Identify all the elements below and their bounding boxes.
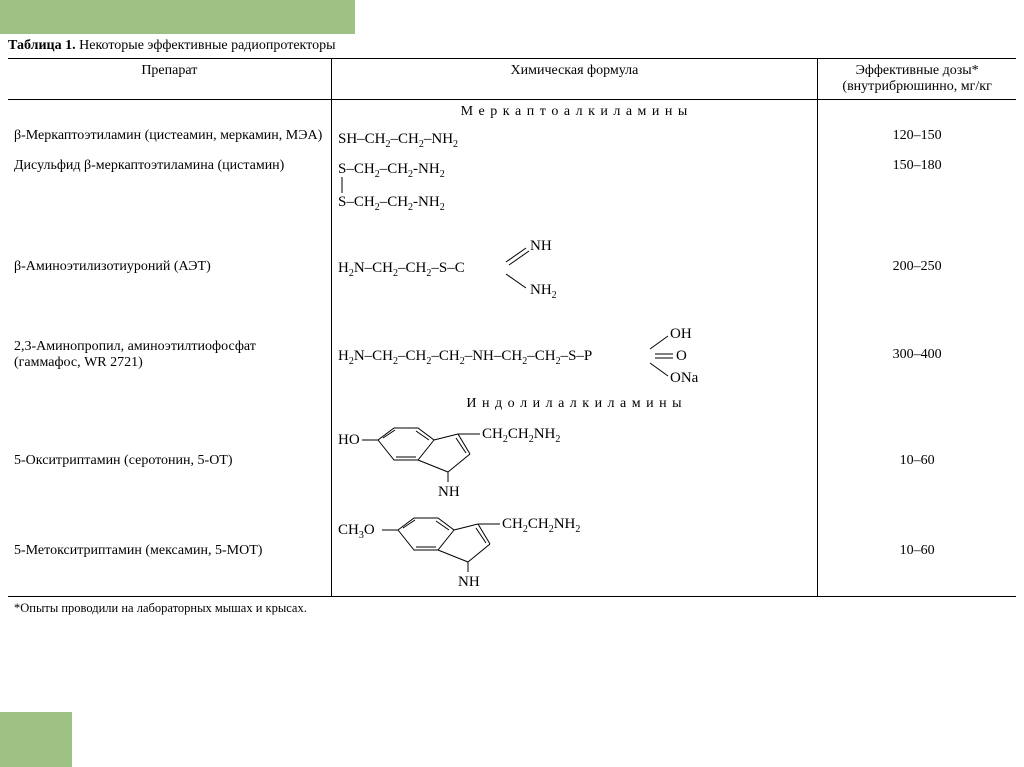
- decor-block-top: [0, 0, 355, 34]
- table-row: 5-Окситриптамин (серотонин, 5-OT) HO: [8, 416, 1016, 506]
- svg-text:NH: NH: [438, 484, 460, 500]
- indole-structure: HO CH2CH2NH2: [338, 420, 618, 502]
- caption-label: Таблица 1.: [8, 38, 76, 53]
- prep-cell: 2,3-Аминопропил, аминоэтилтиофосфат (гам…: [8, 318, 331, 392]
- svg-text:CH2CH2NH2: CH2CH2NH2: [502, 516, 580, 535]
- indole-structure: CH3O CH2CH2NH2 NH: [338, 510, 638, 592]
- svg-text:HO: HO: [338, 432, 360, 448]
- table-row: 5-Метокситриптамин (мексамин, 5-MOT) CH3…: [8, 506, 1016, 597]
- col-header-prep: Препарат: [8, 59, 331, 100]
- section-title: И н д о л и л а л к и л а м и н ы: [331, 392, 818, 416]
- prep-cell: 5-Метокситриптамин (мексамин, 5-MOT): [8, 506, 331, 597]
- svg-text:CH2CH2NH2: CH2CH2NH2: [482, 426, 560, 445]
- section-title: М е р к а п т о а л к и л а м и н ы: [331, 100, 818, 125]
- table-footnote: *Опыты проводили на лабораторных мышах и…: [8, 597, 1016, 621]
- svg-text:NH: NH: [530, 238, 552, 254]
- col-header-chem: Химическая формула: [331, 59, 818, 100]
- table-row: β-Меркаптоэтиламин (цистеамин, меркамин,…: [8, 124, 1016, 154]
- svg-text:H2N–CH2–CH2–CH2–NH–CH2–CH2–S–P: H2N–CH2–CH2–CH2–NH–CH2–CH2–S–P: [338, 348, 592, 367]
- dose-cell: 300–400: [818, 318, 1016, 392]
- svg-text:H2N–CH2–CH2–S–C: H2N–CH2–CH2–S–C: [338, 260, 465, 279]
- svg-text:NH: NH: [458, 574, 480, 590]
- prep-cell: β-Аминоэтилизотиуроний (АЭТ): [8, 230, 331, 304]
- chem-cell: SH–CH2–CH2–NH2: [331, 124, 818, 154]
- caption-text: Некоторые эффективные радиопротекторы: [79, 38, 335, 53]
- col-header-dose: Эффективные дозы* (внутрибрюшинно, мг/кг: [818, 59, 1016, 100]
- chem-cell: S–CH2–CH2-NH2 S–CH2–CH2-NH2: [331, 154, 818, 216]
- svg-text:OH: OH: [670, 326, 692, 342]
- svg-text:NH2: NH2: [530, 282, 557, 300]
- dose-cell: 150–180: [818, 154, 1016, 216]
- table-row: 2,3-Аминопропил, аминоэтилтиофосфат (гам…: [8, 318, 1016, 392]
- chem-cell: H2N–CH2–CH2–S–C NH NH2: [331, 230, 818, 304]
- decor-block-bottom: [0, 712, 72, 767]
- prep-cell: β-Меркаптоэтиламин (цистеамин, меркамин,…: [8, 124, 331, 154]
- svg-text:S–CH2–CH2-NH2: S–CH2–CH2-NH2: [338, 161, 445, 180]
- prep-cell: Дисульфид β-меркаптоэтиламина (цистамин): [8, 154, 331, 216]
- chem-cell: H2N–CH2–CH2–CH2–NH–CH2–CH2–S–P OH O ONa: [331, 318, 818, 392]
- dose-cell: 120–150: [818, 124, 1016, 154]
- svg-text:O: O: [676, 348, 687, 364]
- dose-cell: 10–60: [818, 416, 1016, 506]
- dose-cell: 200–250: [818, 230, 1016, 304]
- svg-text:SH–CH2–CH2–NH2: SH–CH2–CH2–NH2: [338, 131, 458, 150]
- table-row: Дисульфид β-меркаптоэтиламина (цистамин)…: [8, 154, 1016, 216]
- prep-cell: 5-Окситриптамин (серотонин, 5-OT): [8, 416, 331, 506]
- chem-cell: HO CH2CH2NH2: [331, 416, 818, 506]
- svg-text:ONa: ONa: [670, 370, 699, 386]
- dose-cell: 10–60: [818, 506, 1016, 597]
- svg-text:S–CH2–CH2-NH2: S–CH2–CH2-NH2: [338, 194, 445, 212]
- table-row: β-Аминоэтилизотиуроний (АЭТ) H2N–CH2–CH2…: [8, 230, 1016, 304]
- chem-cell: CH3O CH2CH2NH2 NH: [331, 506, 818, 597]
- svg-text:CH3O: CH3O: [338, 522, 375, 541]
- radioprotectors-table: Препарат Химическая формула Эффективные …: [8, 58, 1016, 620]
